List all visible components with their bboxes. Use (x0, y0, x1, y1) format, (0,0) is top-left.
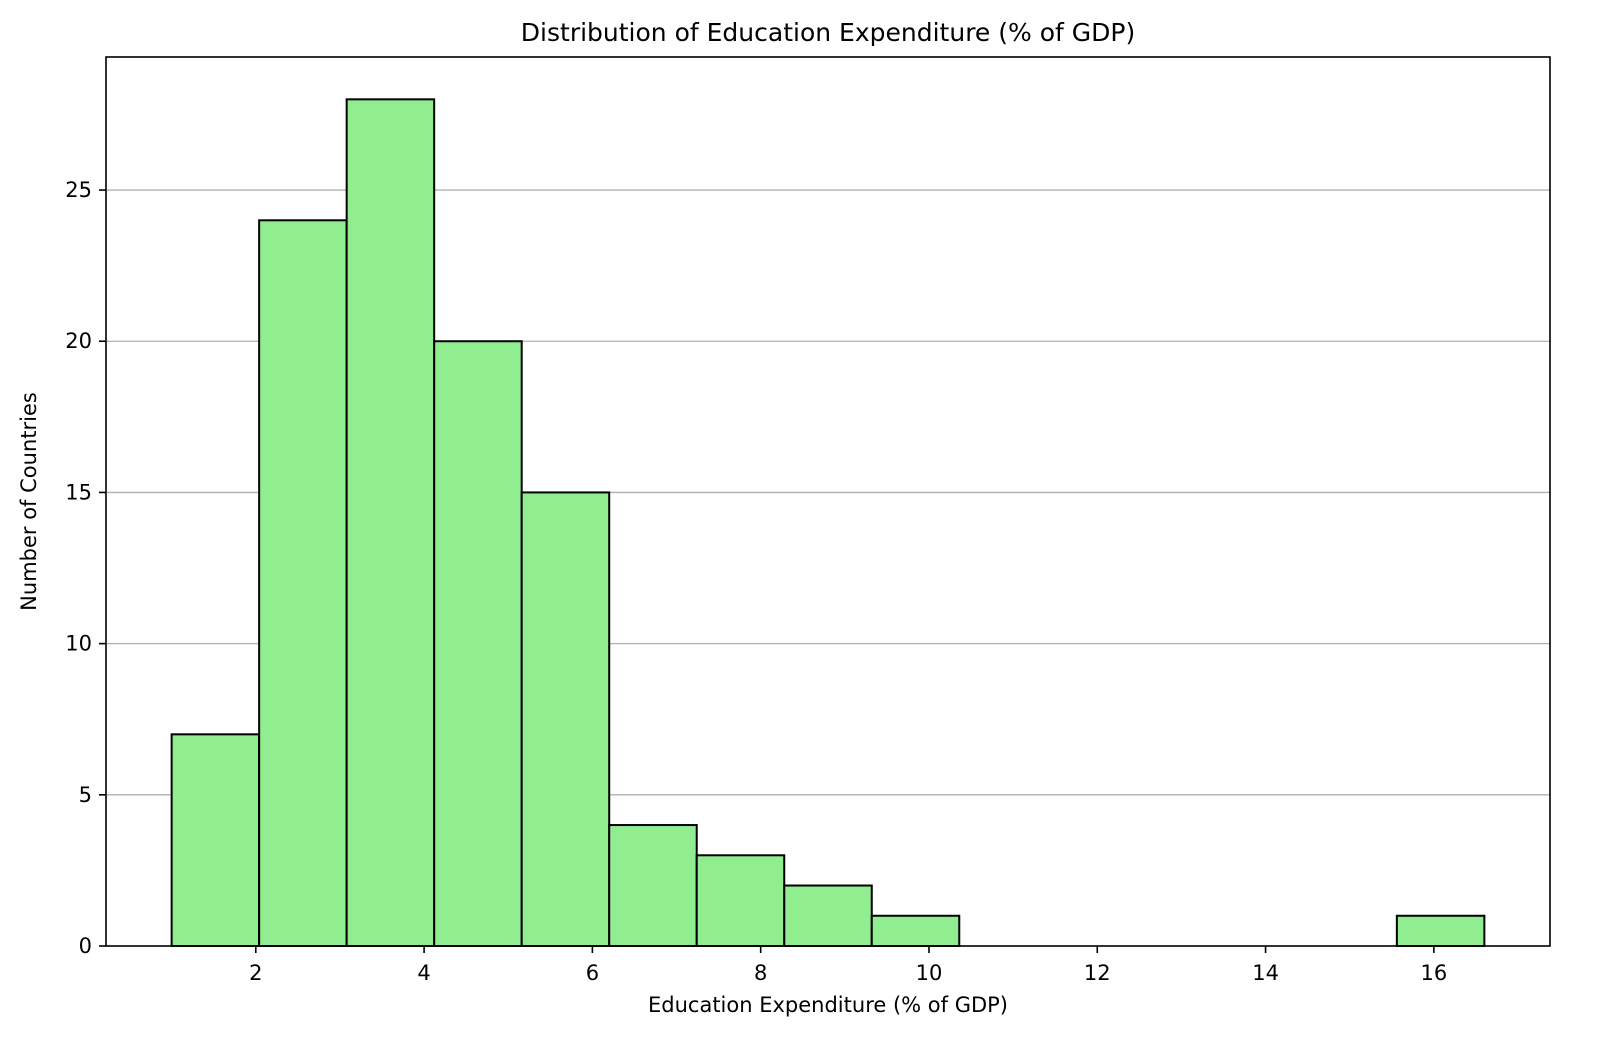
histogram-bar (433, 340, 523, 947)
histogram-bar (783, 884, 873, 947)
histogram-bar (608, 824, 698, 947)
histogram-bar (1395, 914, 1486, 947)
histogram-bar (170, 733, 261, 947)
y-tick-label: 25 (65, 178, 92, 202)
x-axis-label: Education Expenditure (% of GDP) (648, 993, 1008, 1017)
histogram-bar (520, 491, 611, 947)
y-tick-label: 5 (79, 783, 92, 807)
x-tick-label: 4 (417, 961, 430, 985)
y-tick-label: 0 (79, 934, 92, 958)
histogram-bar (258, 219, 348, 948)
histogram-bar (695, 854, 786, 947)
histogram-bar (345, 98, 436, 948)
x-tick-label: 2 (249, 961, 262, 985)
chart-title: Distribution of Education Expenditure (%… (521, 18, 1135, 47)
x-tick-label: 8 (754, 961, 767, 985)
y-axis-ticks: 0 5 10 15 20 25 (65, 178, 106, 958)
y-tick-label: 20 (65, 329, 92, 353)
y-axis-label: Number of Countries (17, 392, 41, 611)
x-tick-label: 14 (1252, 961, 1279, 985)
plot-frame (105, 56, 1551, 947)
y-tick-label: 15 (65, 480, 92, 504)
x-tick-label: 10 (916, 961, 943, 985)
x-tick-label: 12 (1084, 961, 1111, 985)
x-tick-label: 16 (1421, 961, 1448, 985)
x-tick-label: 6 (586, 961, 599, 985)
histogram-bars (170, 98, 1486, 948)
y-tick-label: 10 (65, 632, 92, 656)
x-axis-ticks: 2 4 6 8 10 12 14 16 (249, 946, 1447, 985)
histogram-bar (870, 914, 961, 947)
